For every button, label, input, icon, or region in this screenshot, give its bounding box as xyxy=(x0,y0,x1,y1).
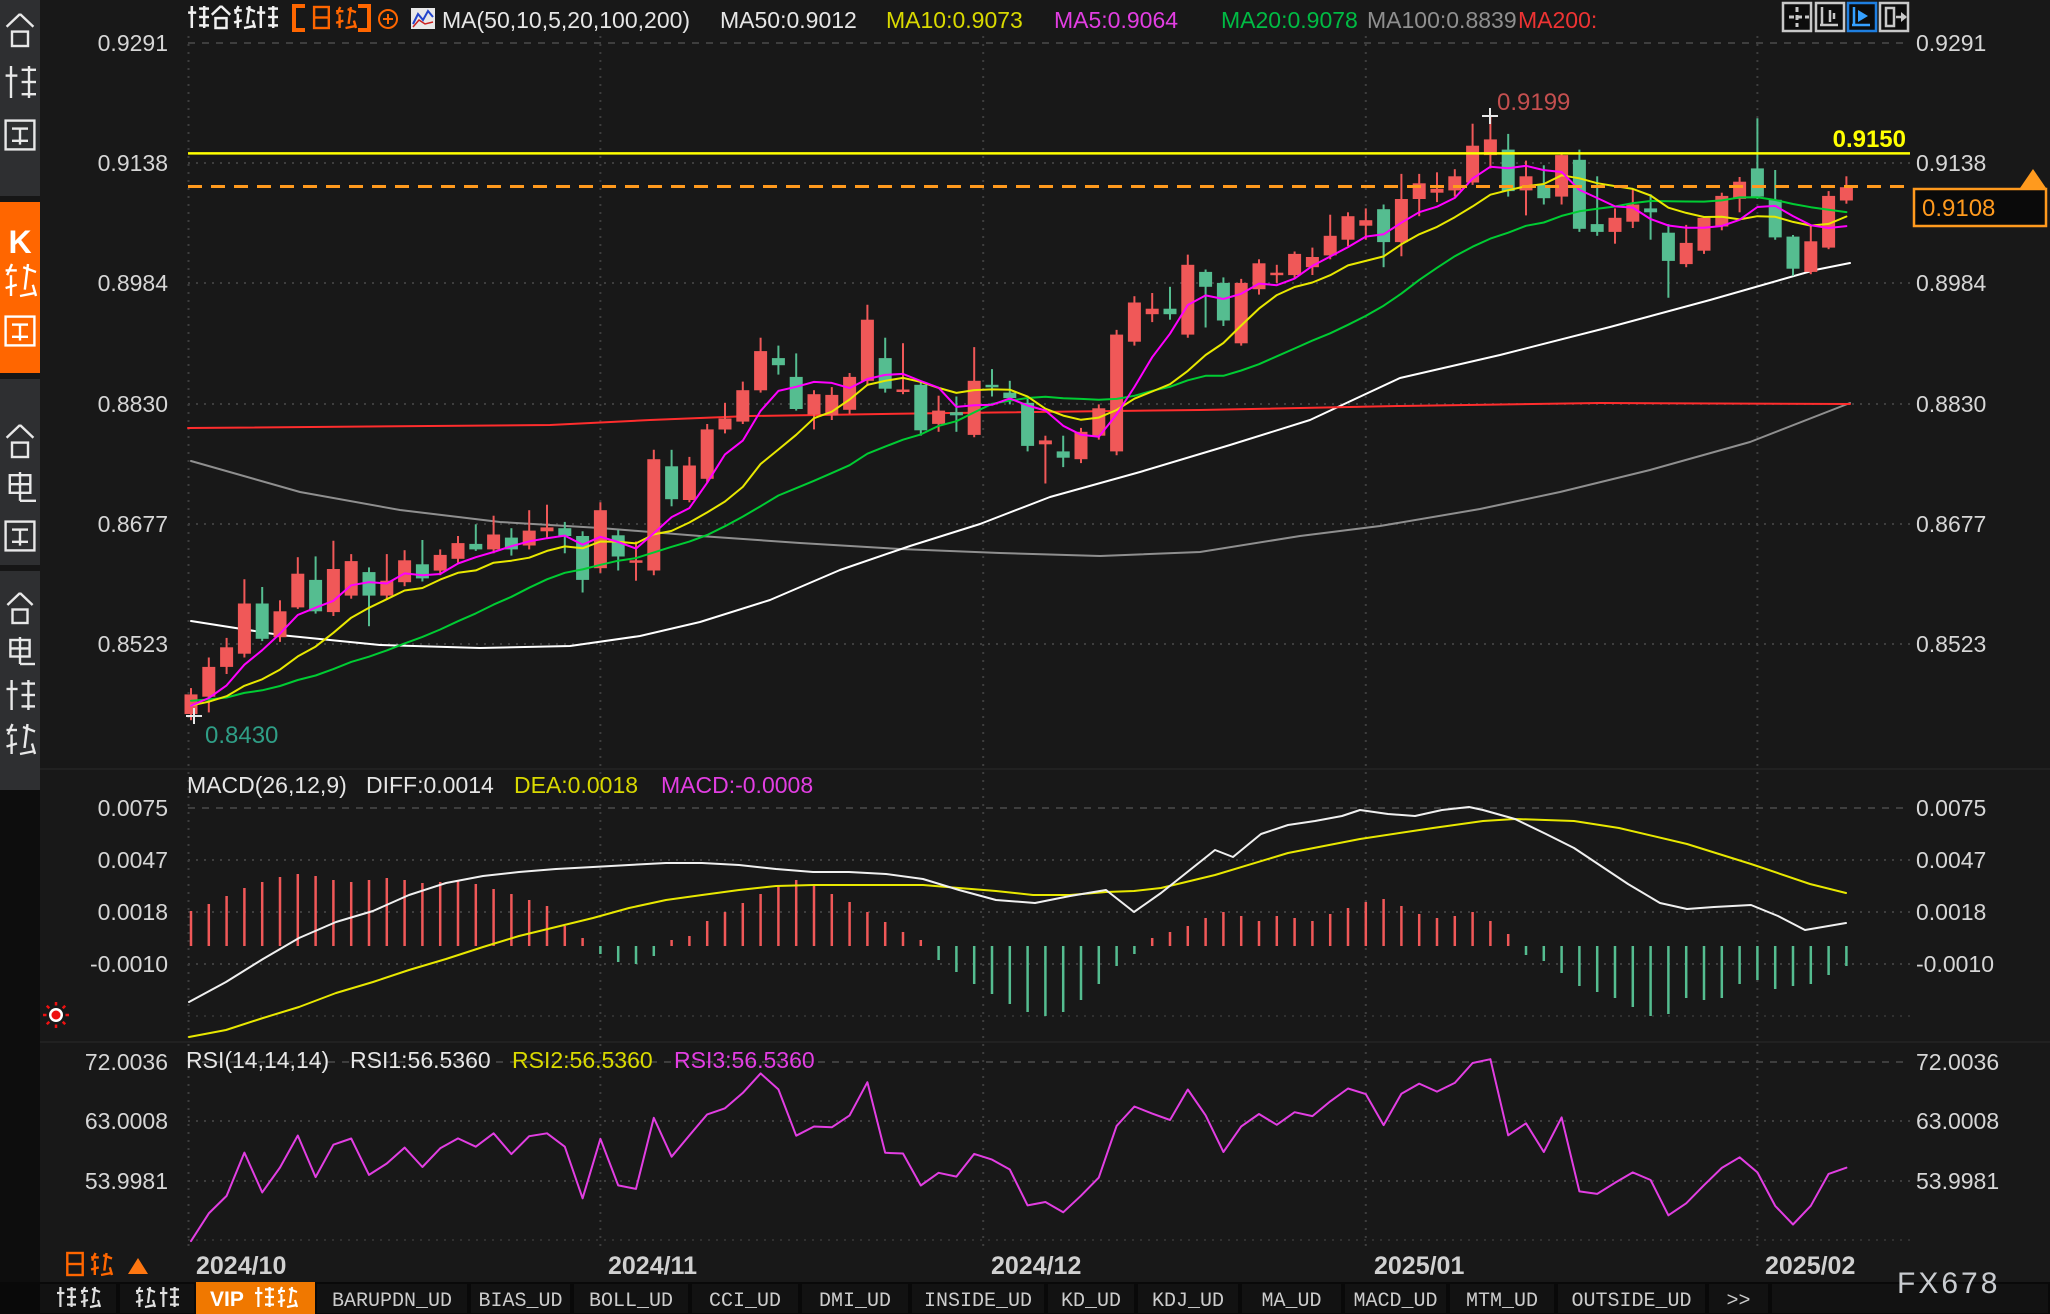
svg-text:-0.0010: -0.0010 xyxy=(1916,951,1994,977)
svg-text:53.9981: 53.9981 xyxy=(85,1168,168,1194)
svg-text:2024/12: 2024/12 xyxy=(991,1252,1081,1280)
svg-text:0.9108: 0.9108 xyxy=(1922,195,1995,222)
svg-text:72.0036: 72.0036 xyxy=(1916,1049,1999,1075)
svg-text:RSI(14,14,14): RSI(14,14,14) xyxy=(186,1047,329,1073)
svg-text:0.8830: 0.8830 xyxy=(98,391,168,417)
svg-text:BARUPDN_UD: BARUPDN_UD xyxy=(332,1290,452,1313)
svg-text:0.8984: 0.8984 xyxy=(98,270,169,296)
svg-text:53.9981: 53.9981 xyxy=(1916,1168,1999,1194)
svg-text:MA100:0.8839: MA100:0.8839 xyxy=(1367,7,1517,33)
svg-text:0.0018: 0.0018 xyxy=(98,899,168,925)
svg-text:BOLL_UD: BOLL_UD xyxy=(589,1290,673,1313)
svg-text:FX678: FX678 xyxy=(1897,1267,2000,1300)
svg-text:0.9291: 0.9291 xyxy=(98,30,168,56)
svg-text:0.9199: 0.9199 xyxy=(1497,89,1570,116)
svg-text:2025/02: 2025/02 xyxy=(1765,1252,1855,1280)
svg-text:MA200:: MA200: xyxy=(1518,7,1597,33)
svg-text:0.9291: 0.9291 xyxy=(1916,30,1986,56)
svg-text:MA_UD: MA_UD xyxy=(1261,1290,1321,1313)
svg-text:0.9150: 0.9150 xyxy=(1833,126,1906,153)
svg-text:KDJ_UD: KDJ_UD xyxy=(1152,1290,1224,1313)
svg-text:-0.0010: -0.0010 xyxy=(90,951,168,977)
svg-text:MACD:-0.0008: MACD:-0.0008 xyxy=(661,772,813,798)
svg-text:DIFF:0.0014: DIFF:0.0014 xyxy=(366,772,494,798)
svg-text:MA10:0.9073: MA10:0.9073 xyxy=(886,7,1023,33)
svg-text:MA(50,10,5,20,100,200): MA(50,10,5,20,100,200) xyxy=(442,7,690,33)
svg-text:2025/01: 2025/01 xyxy=(1374,1252,1464,1280)
svg-text:K: K xyxy=(8,224,31,260)
svg-text:MTM_UD: MTM_UD xyxy=(1466,1290,1538,1313)
svg-text:0.9138: 0.9138 xyxy=(98,150,168,176)
svg-text:0.8523: 0.8523 xyxy=(98,631,168,657)
svg-text:72.0036: 72.0036 xyxy=(85,1049,168,1075)
svg-text:0.8677: 0.8677 xyxy=(1916,511,1986,537)
svg-text:0.9138: 0.9138 xyxy=(1916,150,1986,176)
svg-text:BIAS_UD: BIAS_UD xyxy=(478,1290,562,1313)
svg-text:63.0008: 63.0008 xyxy=(1916,1108,1999,1134)
svg-text:63.0008: 63.0008 xyxy=(85,1108,168,1134)
svg-text:0.0075: 0.0075 xyxy=(98,795,168,821)
svg-text:MACD_UD: MACD_UD xyxy=(1353,1290,1437,1313)
svg-text:0.0047: 0.0047 xyxy=(1916,847,1986,873)
svg-text:MA50:0.9012: MA50:0.9012 xyxy=(720,7,857,33)
svg-text:0.0075: 0.0075 xyxy=(1916,795,1986,821)
svg-text:2024/10: 2024/10 xyxy=(196,1252,286,1280)
svg-text:0.8523: 0.8523 xyxy=(1916,631,1986,657)
svg-text:MA5:0.9064: MA5:0.9064 xyxy=(1054,7,1178,33)
svg-text:0.8984: 0.8984 xyxy=(1916,270,1987,296)
svg-text:>>: >> xyxy=(1726,1290,1750,1313)
svg-text:OUTSIDE_UD: OUTSIDE_UD xyxy=(1571,1290,1691,1313)
svg-text:0.0047: 0.0047 xyxy=(98,847,168,873)
svg-text:KD_UD: KD_UD xyxy=(1061,1290,1121,1313)
svg-text:CCI_UD: CCI_UD xyxy=(709,1290,781,1313)
svg-text:INSIDE_UD: INSIDE_UD xyxy=(924,1290,1032,1313)
svg-text:0.8830: 0.8830 xyxy=(1916,391,1986,417)
svg-text:VIP: VIP xyxy=(210,1288,244,1311)
svg-text:2024/11: 2024/11 xyxy=(608,1252,697,1280)
svg-text:MA20:0.9078: MA20:0.9078 xyxy=(1221,7,1358,33)
svg-text:DEA:0.0018: DEA:0.0018 xyxy=(514,772,638,798)
svg-text:0.8430: 0.8430 xyxy=(205,722,278,749)
svg-text:DMI_UD: DMI_UD xyxy=(819,1290,891,1313)
svg-text:0.0018: 0.0018 xyxy=(1916,899,1986,925)
svg-text:MACD(26,12,9): MACD(26,12,9) xyxy=(187,772,347,798)
svg-text:RSI1:56.5360: RSI1:56.5360 xyxy=(350,1047,491,1073)
svg-text:RSI2:56.5360: RSI2:56.5360 xyxy=(512,1047,653,1073)
svg-text:RSI3:56.5360: RSI3:56.5360 xyxy=(674,1047,815,1073)
svg-text:0.8677: 0.8677 xyxy=(98,511,168,537)
